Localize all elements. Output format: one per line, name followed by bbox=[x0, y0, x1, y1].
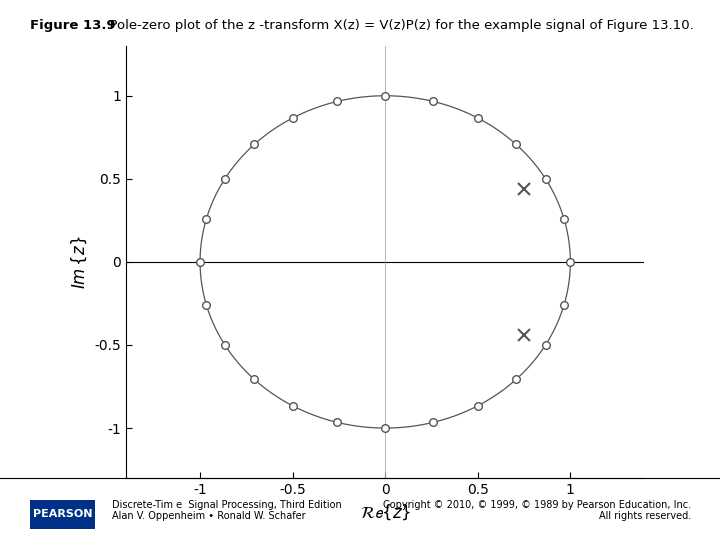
X-axis label: $\mathcal{Re}\{z\}$: $\mathcal{Re}\{z\}$ bbox=[359, 502, 411, 522]
Text: Discrete-Tim e  Signal Processing, Third Edition
Alan V. Oppenheim • Ronald W. S: Discrete-Tim e Signal Processing, Third … bbox=[112, 500, 341, 521]
Text: Copyright © 2010, © 1999, © 1989 by Pearson Education, Inc.
All rights reserved.: Copyright © 2010, © 1999, © 1989 by Pear… bbox=[383, 500, 691, 521]
Text: PEARSON: PEARSON bbox=[33, 509, 92, 519]
Y-axis label: $\mathit{Im}\,\{z\}$: $\mathit{Im}\,\{z\}$ bbox=[69, 235, 89, 289]
Text: Pole-zero plot of the z -transform X(z) = V(z)P(z) for the example signal of Fig: Pole-zero plot of the z -transform X(z) … bbox=[101, 19, 693, 32]
Text: Figure 13.9: Figure 13.9 bbox=[30, 19, 116, 32]
